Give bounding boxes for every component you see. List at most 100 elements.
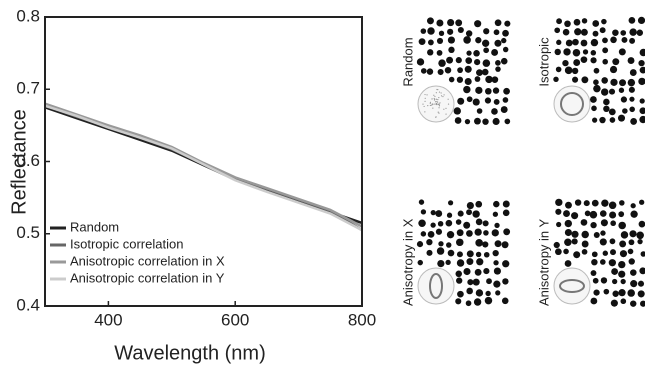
dot [618, 289, 625, 296]
dot [565, 220, 572, 227]
dot [421, 231, 426, 236]
dot [456, 219, 462, 225]
dot [448, 47, 454, 53]
dot [428, 40, 434, 46]
dot [593, 85, 600, 92]
dot [621, 298, 627, 304]
dot [465, 119, 470, 124]
dot [555, 49, 561, 55]
dot [417, 58, 424, 65]
dot [454, 107, 461, 114]
dot [417, 241, 423, 247]
dot [603, 251, 608, 256]
dot [639, 200, 644, 205]
dot [603, 106, 609, 112]
dot [609, 259, 616, 266]
dot [629, 230, 636, 237]
dot [493, 250, 499, 256]
dot [485, 88, 492, 95]
dot [630, 300, 636, 306]
dot [572, 68, 578, 74]
dot [636, 232, 644, 240]
dot [494, 29, 500, 35]
dot [600, 210, 607, 217]
dot [419, 38, 426, 45]
legend-label: Isotropic correlation [70, 236, 183, 251]
dot [457, 229, 464, 236]
dot [621, 96, 627, 102]
dot [563, 249, 569, 255]
dot [427, 49, 433, 55]
dot [466, 288, 473, 295]
dot [640, 98, 645, 103]
x-axis-label: Wavelength (nm) [114, 342, 266, 364]
dot [419, 199, 424, 204]
dot [592, 251, 598, 257]
dot [619, 48, 626, 55]
dot [641, 251, 645, 257]
dot [603, 99, 610, 106]
dot [466, 230, 473, 237]
dot [445, 67, 452, 74]
dot [565, 67, 573, 75]
dot [619, 240, 626, 247]
dot [640, 49, 645, 56]
dot [475, 201, 482, 208]
dot [502, 260, 509, 267]
inset-noise [438, 112, 439, 113]
dot [482, 40, 489, 47]
dot [485, 291, 490, 296]
dot [477, 108, 483, 114]
inset-noise [432, 108, 433, 109]
dot [428, 231, 435, 238]
dot [466, 50, 471, 55]
dot [590, 96, 597, 103]
dot [553, 77, 558, 82]
inset-noise [431, 105, 432, 106]
dot [639, 221, 645, 228]
dot [582, 18, 587, 23]
dot [628, 249, 634, 255]
dot [502, 278, 508, 284]
dot [600, 238, 607, 245]
dot [446, 242, 451, 247]
dot [421, 28, 427, 34]
dot [572, 238, 578, 244]
dot [573, 251, 580, 258]
dot [602, 38, 608, 44]
dot [474, 118, 481, 125]
dot [437, 38, 443, 44]
dot [629, 258, 635, 264]
dot [467, 96, 473, 102]
dot [483, 268, 489, 274]
dot [447, 213, 452, 218]
dot [448, 36, 455, 43]
dot [581, 76, 588, 83]
dot [501, 38, 506, 43]
dot [619, 200, 625, 206]
dot [445, 260, 450, 265]
dot [566, 40, 573, 47]
inset [554, 86, 590, 122]
dot [571, 231, 578, 238]
dot [581, 40, 588, 47]
dot [631, 203, 636, 208]
dot [418, 260, 423, 265]
dot [575, 199, 581, 205]
dot [438, 59, 445, 66]
dot [475, 239, 483, 247]
dot [473, 279, 480, 286]
dot [637, 239, 642, 244]
dot [630, 69, 637, 76]
inset-noise [431, 98, 432, 99]
inset-noise [424, 111, 425, 112]
dot [427, 17, 434, 24]
dot [456, 57, 462, 63]
dot [602, 59, 608, 65]
dot [503, 201, 510, 208]
dot [463, 268, 470, 275]
legend-label: Random [70, 219, 119, 234]
dot [638, 78, 645, 85]
dot [565, 202, 572, 209]
dot [591, 106, 597, 112]
